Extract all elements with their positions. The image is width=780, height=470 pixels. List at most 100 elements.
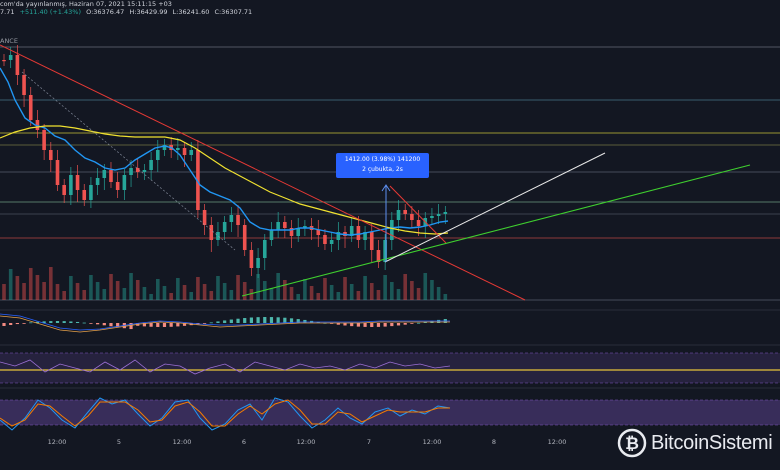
volume-bar bbox=[376, 290, 381, 300]
volume-bar bbox=[403, 274, 407, 300]
macd-bar bbox=[296, 319, 300, 323]
volume-bar bbox=[42, 282, 46, 300]
volume-bar bbox=[95, 282, 100, 300]
volume-bar bbox=[102, 289, 107, 300]
macd-bar bbox=[437, 319, 441, 323]
macd-bar bbox=[149, 323, 153, 327]
ohlc-high: H:36429.99 bbox=[129, 8, 168, 16]
ema-fast-line bbox=[0, 67, 449, 236]
volume-bar bbox=[169, 293, 173, 300]
candle-body bbox=[22, 75, 26, 95]
candle-body bbox=[135, 168, 140, 172]
candle-body bbox=[410, 214, 414, 220]
macd-bar bbox=[75, 321, 80, 323]
white-trend-line bbox=[384, 152, 606, 263]
volume-bar bbox=[129, 273, 133, 300]
published-text: com'da yayınlanmış, Haziran 07, 2021 15:… bbox=[0, 0, 172, 8]
candle-body bbox=[209, 225, 214, 240]
x-tick-label: 12:00 bbox=[47, 438, 67, 446]
candle-body bbox=[229, 215, 234, 222]
macd-bar bbox=[263, 317, 267, 323]
macd-bar bbox=[363, 323, 367, 327]
macd-bar bbox=[216, 321, 220, 323]
volume-bar bbox=[423, 273, 428, 300]
candle-body bbox=[349, 226, 354, 236]
macd-bar bbox=[202, 323, 207, 324]
ohlc-row: 7.71 +511.40 (+1.43%) O:36376.47 H:36429… bbox=[0, 8, 255, 16]
volume-bar bbox=[162, 286, 167, 300]
exchange-label: ANCE bbox=[0, 37, 18, 45]
volume-bar bbox=[256, 274, 260, 300]
candle-body bbox=[222, 222, 227, 232]
candle-body bbox=[49, 150, 53, 160]
candle-body bbox=[283, 222, 287, 228]
volume-bar bbox=[296, 294, 301, 300]
candle-body bbox=[189, 150, 194, 155]
macd-bar bbox=[276, 317, 280, 323]
macd-bar bbox=[316, 321, 320, 323]
rsi-line bbox=[0, 359, 451, 375]
macd-line bbox=[0, 315, 450, 333]
candle-body bbox=[2, 60, 6, 62]
candle-body bbox=[430, 216, 434, 218]
candle-body bbox=[262, 240, 267, 258]
macd-bar bbox=[156, 323, 160, 327]
candle-body bbox=[109, 170, 113, 182]
macd-bar bbox=[82, 322, 86, 324]
volume-bar bbox=[430, 280, 434, 300]
candle-body bbox=[89, 185, 93, 200]
macd-bar bbox=[410, 323, 414, 324]
macd-bar bbox=[209, 322, 213, 324]
candle-body bbox=[289, 228, 294, 236]
candle-body bbox=[242, 225, 247, 250]
macd-bar bbox=[390, 323, 394, 327]
downtrend-line-2 bbox=[389, 185, 447, 244]
volume-bar bbox=[82, 290, 87, 300]
rsi-band bbox=[0, 353, 780, 383]
candle-body bbox=[115, 182, 120, 190]
ohlc-low: L:36241.60 bbox=[172, 8, 210, 16]
volume-bar bbox=[349, 284, 354, 300]
candle-body bbox=[182, 148, 187, 155]
macd-bar bbox=[256, 317, 260, 323]
ema-slow-line bbox=[0, 125, 449, 235]
candle-body bbox=[95, 178, 100, 185]
volume-bar bbox=[316, 293, 321, 300]
macd-bar bbox=[102, 323, 106, 326]
candle-body bbox=[216, 232, 220, 240]
volume-bar bbox=[329, 285, 334, 300]
volume-bar bbox=[69, 276, 73, 300]
candle-body bbox=[390, 220, 394, 240]
macd-bar bbox=[350, 323, 354, 327]
volume-bar bbox=[209, 291, 214, 300]
macd-bar bbox=[29, 322, 33, 324]
macd-bar bbox=[96, 323, 100, 325]
macd-bar bbox=[283, 317, 287, 323]
candle-body bbox=[276, 222, 280, 230]
volume-bar bbox=[142, 287, 147, 300]
volume-bar bbox=[390, 282, 394, 300]
candle-body bbox=[269, 230, 274, 240]
macd-bar bbox=[42, 321, 46, 323]
volume-bar bbox=[15, 276, 20, 300]
candle-body bbox=[75, 175, 80, 190]
x-tick-label: 7 bbox=[366, 438, 372, 446]
x-tick-label: 12:00 bbox=[547, 438, 567, 446]
volume-bar bbox=[2, 284, 6, 300]
volume-bar bbox=[229, 290, 234, 300]
candle-body bbox=[82, 190, 87, 200]
candle-body bbox=[42, 130, 46, 150]
macd-bar bbox=[269, 317, 274, 323]
candle-body bbox=[162, 145, 167, 150]
candle-body bbox=[323, 235, 327, 244]
candle-body bbox=[296, 228, 301, 236]
candle-body bbox=[416, 220, 421, 226]
macd-bar bbox=[2, 323, 6, 326]
volume-bar bbox=[176, 278, 180, 300]
candle-body bbox=[196, 150, 200, 210]
volume-bar bbox=[236, 275, 240, 300]
macd-bar bbox=[403, 323, 407, 325]
volume-bar bbox=[369, 283, 374, 300]
candle-body bbox=[329, 240, 334, 244]
